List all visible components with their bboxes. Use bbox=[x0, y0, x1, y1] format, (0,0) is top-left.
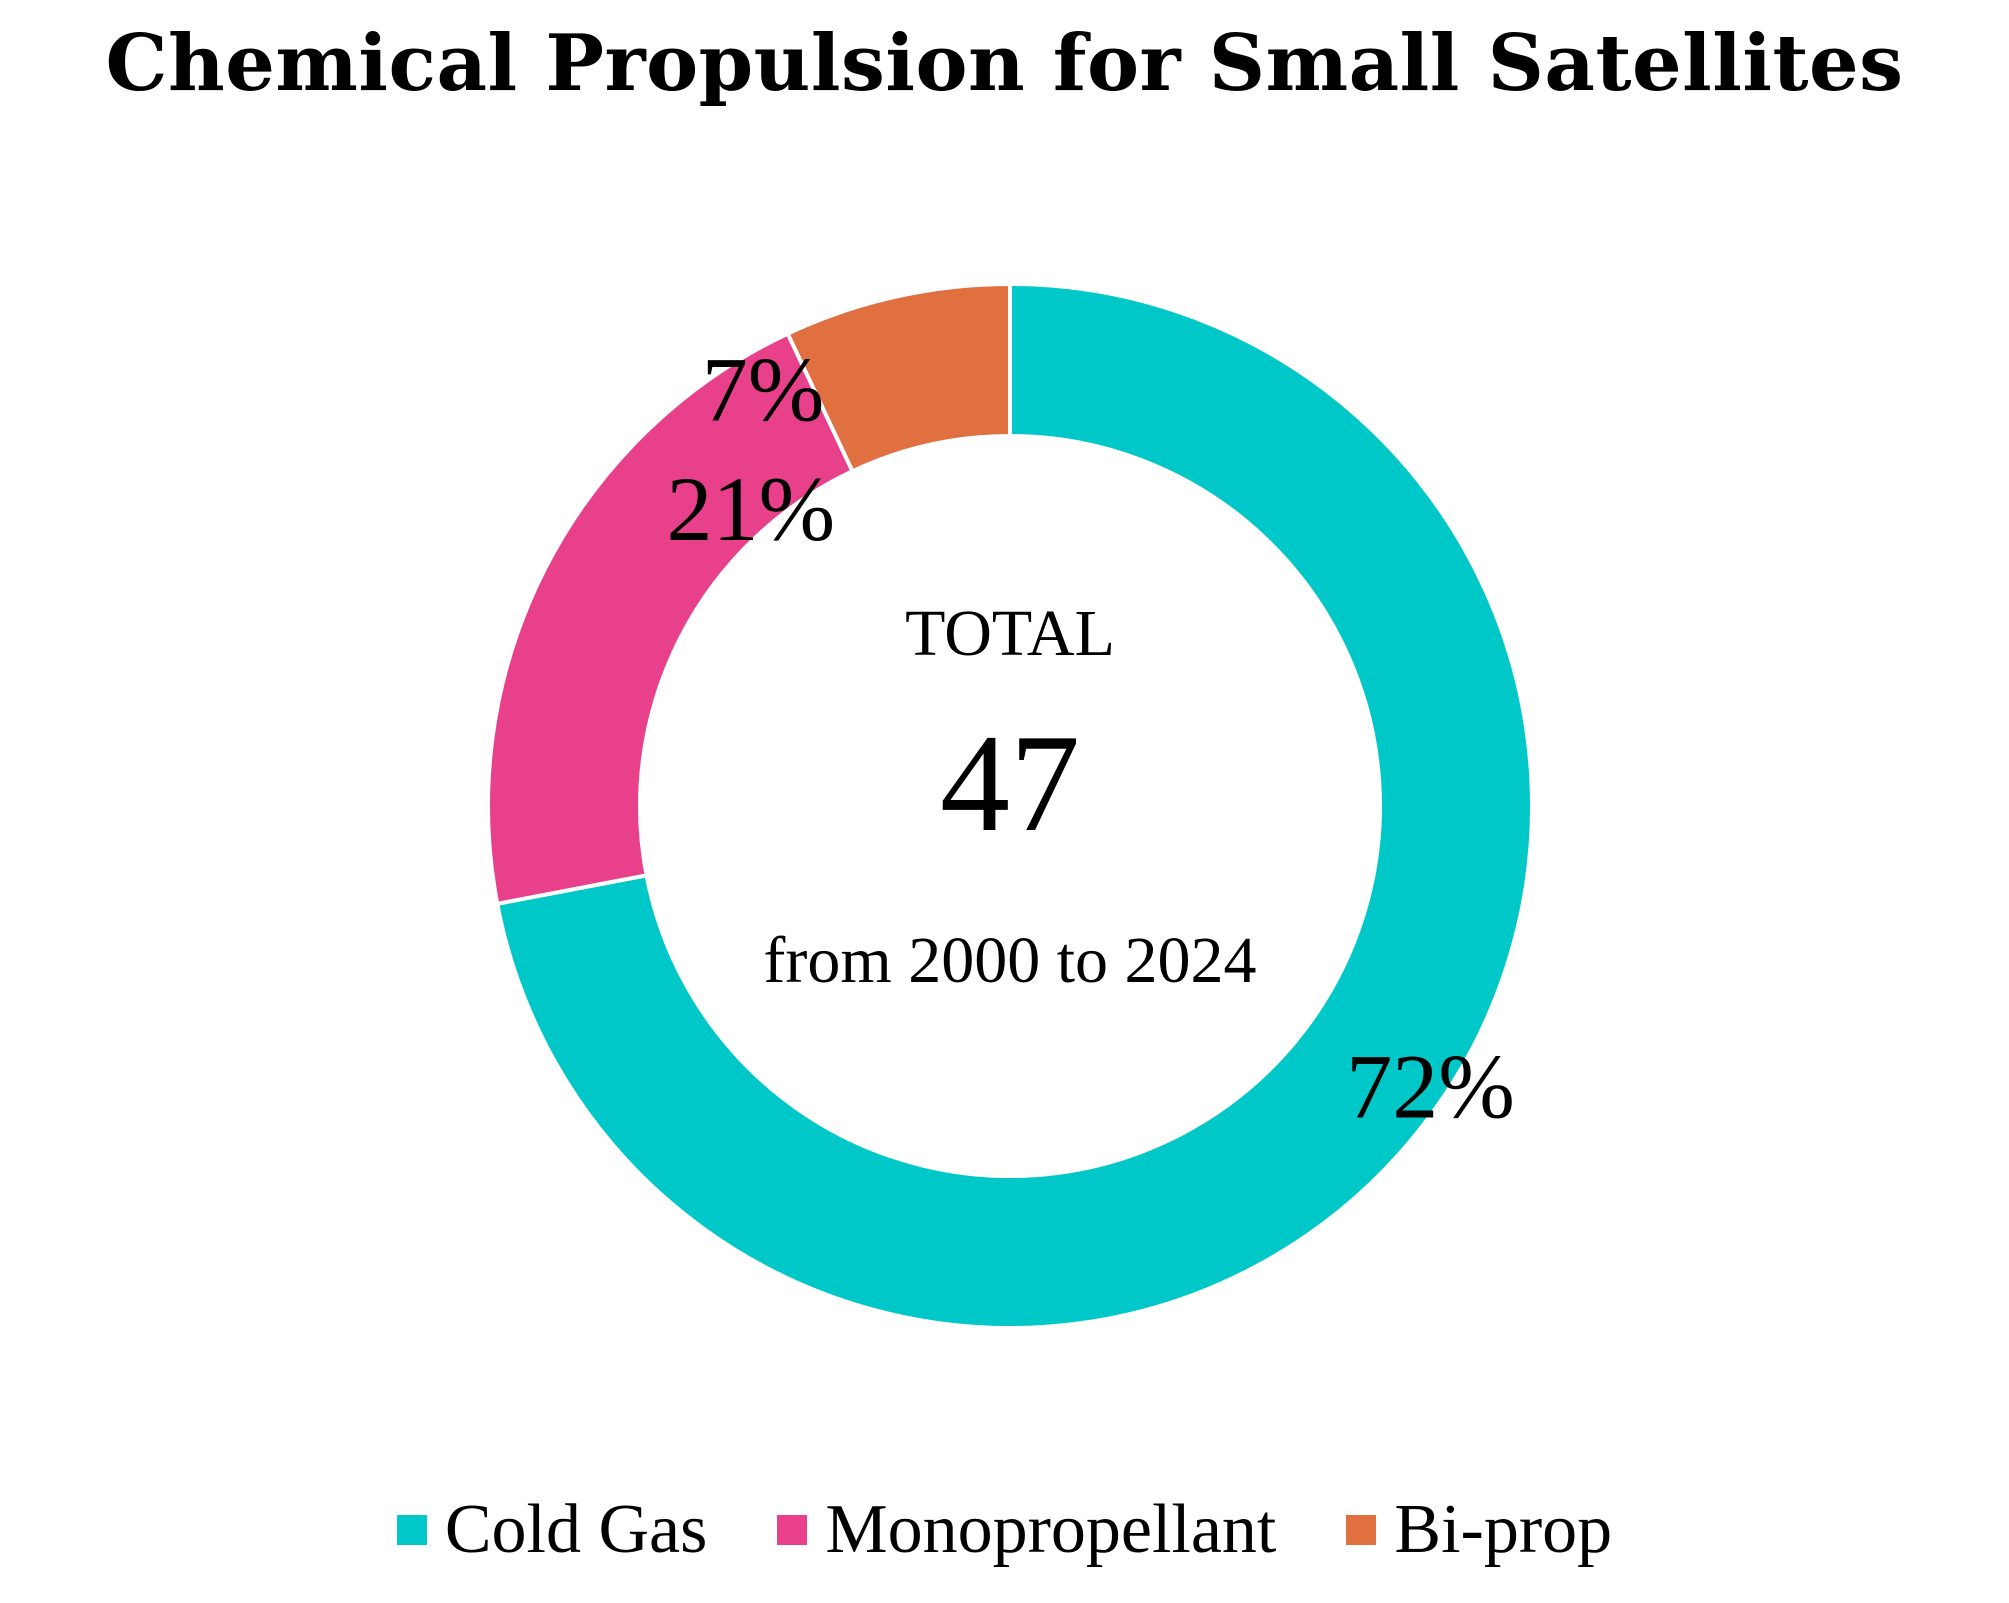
legend-swatch-monopropellant bbox=[777, 1515, 808, 1545]
slice-label-monopropellant: 21% bbox=[667, 458, 836, 560]
legend-item-bi-prop: Bi-prop bbox=[1346, 1490, 1612, 1570]
chart-title: Chemical Propulsion for Small Satellites bbox=[105, 18, 1904, 109]
legend-item-monopropellant: Monopropellant bbox=[777, 1490, 1276, 1570]
slice-label-cold-gas: 72% bbox=[1346, 1035, 1515, 1137]
legend-swatch-bi-prop bbox=[1346, 1515, 1377, 1545]
legend-swatch-cold-gas bbox=[396, 1515, 427, 1545]
center-label-top: TOTAL bbox=[905, 597, 1115, 670]
legend-label-monopropellant: Monopropellant bbox=[825, 1491, 1277, 1568]
donut-slice-bi-prop bbox=[785, 281, 1012, 474]
legend: Cold Gas Monopropellant Bi-prop bbox=[0, 1490, 2009, 1570]
slice-label-bi-prop: 7% bbox=[702, 339, 825, 441]
donut-slices bbox=[486, 281, 1534, 1330]
donut-slice-monopropellant bbox=[486, 331, 856, 907]
legend-item-cold-gas: Cold Gas bbox=[396, 1490, 708, 1570]
legend-label-bi-prop: Bi-prop bbox=[1394, 1491, 1613, 1568]
center-total-value: 47 bbox=[940, 706, 1080, 861]
slice-labels: 72% 21% 7% bbox=[667, 339, 1515, 1138]
center-label-bottom: from 2000 to 2024 bbox=[763, 924, 1256, 997]
donut-slice-cold-gas bbox=[494, 281, 1534, 1330]
legend-label-cold-gas: Cold Gas bbox=[444, 1491, 708, 1568]
